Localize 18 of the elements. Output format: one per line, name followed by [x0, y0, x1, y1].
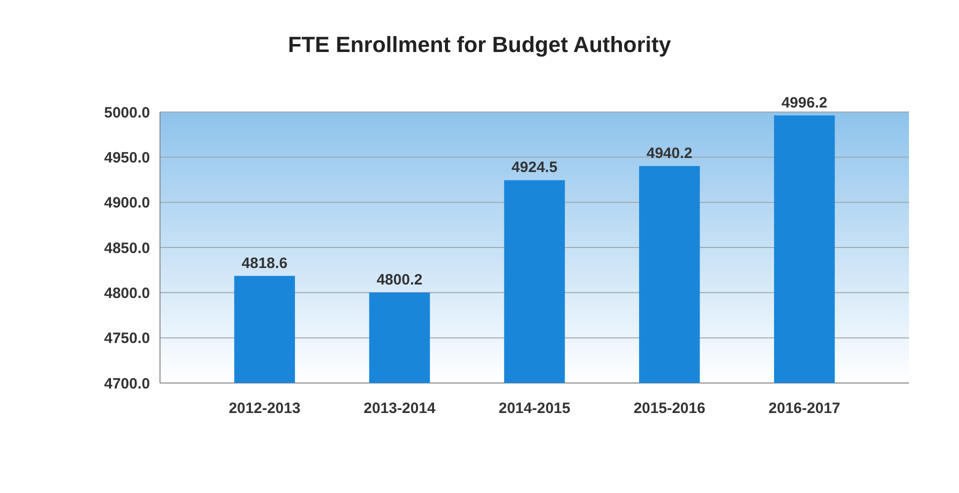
y-tick-label: 4850.0 [104, 240, 150, 257]
y-tick-label: 4750.0 [104, 330, 150, 348]
chart-title: FTE Enrollment for Budget Authority [288, 32, 672, 57]
x-tick-label: 2014-2015 [498, 400, 570, 417]
x-tick-label: 2013-2014 [364, 400, 436, 417]
y-tick-label: 4700.0 [104, 375, 150, 392]
x-tick-label: 2012-2013 [228, 400, 300, 417]
data-label: 4800.2 [376, 271, 422, 288]
data-label: 4996.2 [781, 94, 828, 112]
data-label: 4924.5 [512, 159, 558, 176]
y-tick-label: 5000.0 [104, 104, 150, 122]
y-tick-label: 4800.0 [104, 284, 150, 302]
data-label: 4940.2 [646, 145, 692, 162]
y-tick-label: 4900.0 [104, 194, 150, 212]
x-tick-label: 2015-2016 [634, 400, 706, 417]
data-label: 4818.6 [242, 254, 288, 272]
x-tick-label: 2016-2017 [768, 400, 840, 417]
y-tick-label: 4950.0 [104, 149, 150, 166]
